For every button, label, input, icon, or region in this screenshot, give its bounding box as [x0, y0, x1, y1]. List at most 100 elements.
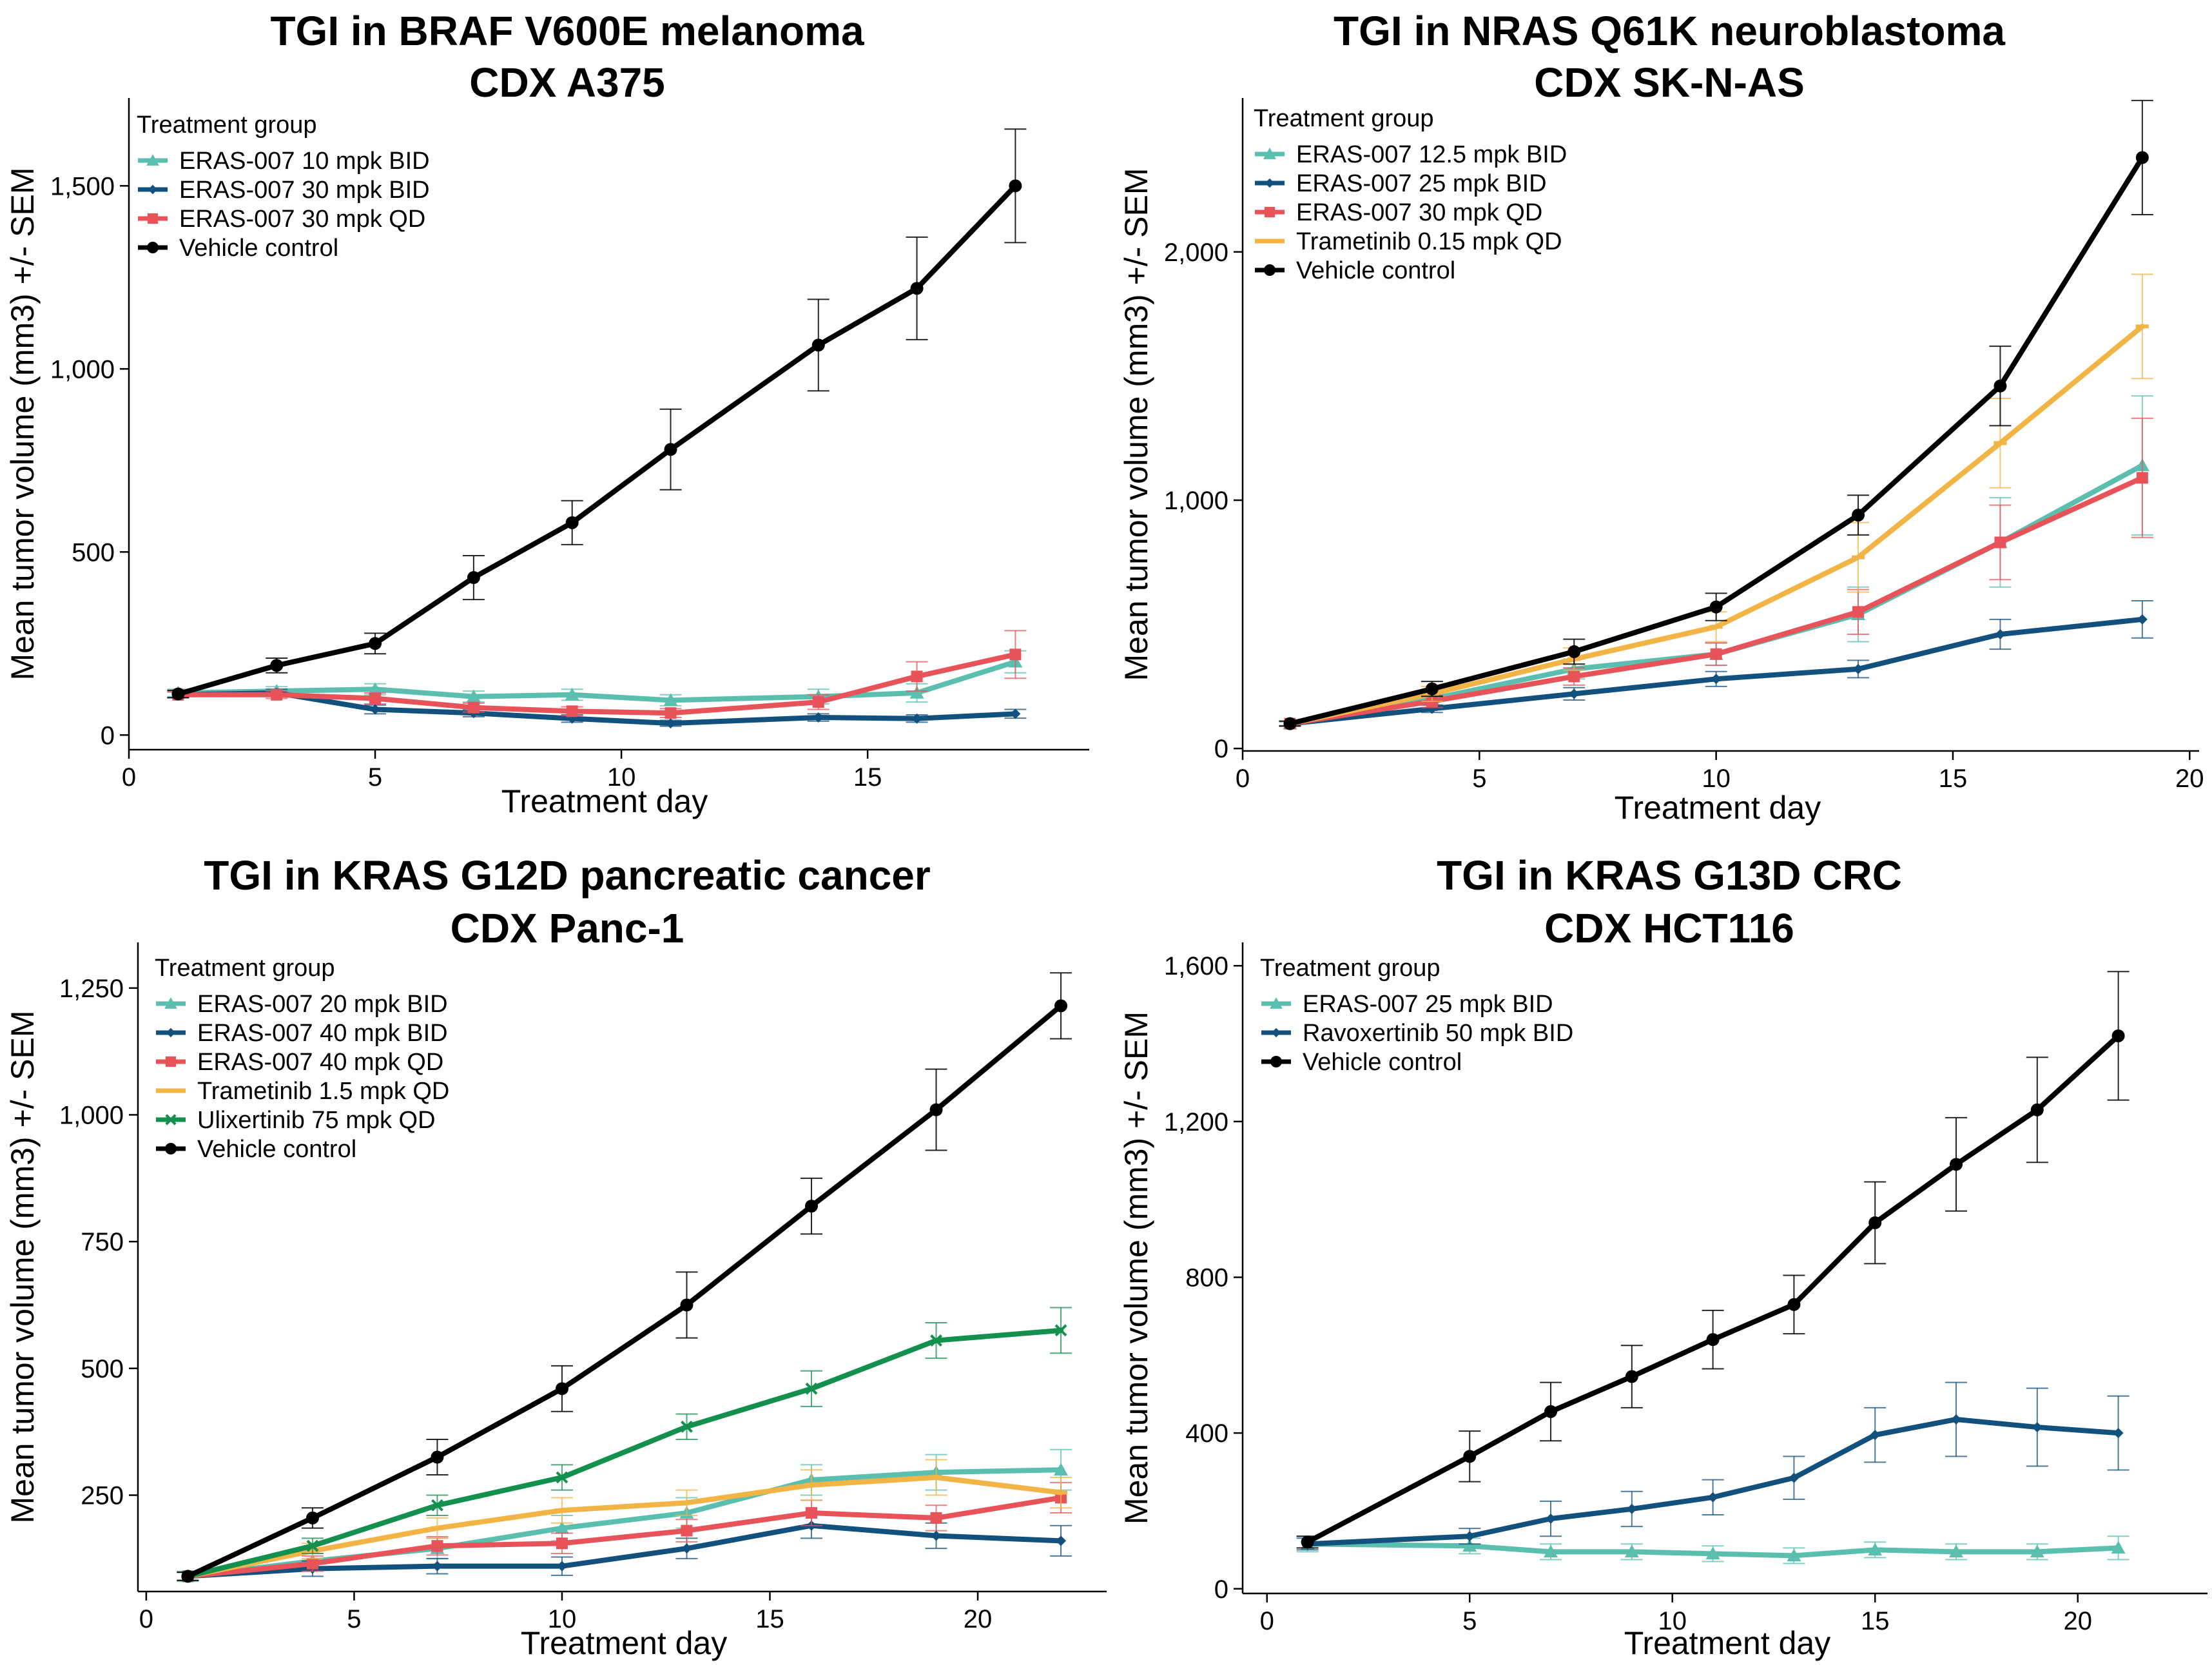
- data-point: [2111, 1029, 2125, 1042]
- legend-label: ERAS-007 20 mpk BID: [197, 991, 448, 1018]
- data-point: [1951, 1414, 1962, 1425]
- data-point: [1789, 1472, 1800, 1483]
- y-tick-label: 0: [101, 721, 115, 750]
- data-point: [369, 692, 382, 705]
- legend-label: ERAS-007 30 mpk BID: [179, 177, 430, 204]
- data-point: [909, 685, 924, 699]
- data-point: [467, 701, 480, 714]
- x-tick-label: 20: [2063, 1607, 2092, 1635]
- data-point-b: [306, 1539, 319, 1552]
- data-point: [1853, 663, 1864, 674]
- series-line: [1305, 1541, 2121, 1559]
- data-point: [566, 705, 578, 717]
- chart-subtitle: CDX HCT116: [1544, 905, 1794, 951]
- panel-hct116: TGI in KRAS G13D CRC CDX HCT116 0 5 10 15 20 0 4…: [1118, 852, 2207, 1661]
- x-tick-label: 0: [1236, 764, 1250, 793]
- data-point: [431, 1540, 443, 1552]
- data-point: [930, 1334, 942, 1347]
- data-point: [930, 1512, 942, 1524]
- data-point: [1625, 1370, 1638, 1383]
- data-point: [681, 1524, 693, 1537]
- x-tick-label: 0: [139, 1605, 153, 1633]
- legend-item: ERAS-007 30 mpk QD: [1255, 199, 1542, 226]
- data-point: [2113, 1428, 2124, 1439]
- legend-label: Ravoxertinib 50 mpk BID: [1303, 1020, 1573, 1047]
- data-point: [368, 682, 383, 696]
- data-point: [2137, 614, 2148, 625]
- legend-swatch-marker: [165, 1056, 177, 1067]
- y-tick-label: 1,000: [50, 355, 115, 384]
- data-point: [1852, 606, 1865, 618]
- legend-swatch-marker: [1264, 264, 1276, 276]
- legend-label: Vehicle control: [197, 1136, 356, 1163]
- legend-label: Vehicle control: [179, 235, 338, 262]
- data-point: [2030, 1103, 2044, 1116]
- data-point: [1009, 648, 1022, 661]
- x-tick-label: 10: [548, 1605, 577, 1633]
- data-point: [1852, 509, 1865, 522]
- data-point: [1301, 1535, 1314, 1549]
- data-point: [1568, 670, 1580, 683]
- legend: Treatment group ERAS-007 25 mpk BIDRavoxe…: [1260, 955, 1573, 1076]
- legend-item: Trametinib 0.15 mpk QD: [1255, 228, 1562, 255]
- data-point: [1994, 379, 2007, 393]
- legend-swatch-marker: [1271, 1027, 1281, 1038]
- data-point: [1425, 682, 1439, 696]
- data-point: [1949, 1544, 1964, 1558]
- y-tick-label: 2,000: [1164, 239, 1228, 267]
- data-point: [432, 1561, 443, 1572]
- data-point: [181, 1570, 195, 1583]
- data-point: [681, 1543, 692, 1554]
- legend-item: ERAS-007 20 mpk BID: [156, 991, 448, 1018]
- x-tick-label: 0: [1260, 1607, 1274, 1635]
- legend-item: Ravoxertinib 50 mpk BID: [1261, 1020, 1573, 1047]
- series-vehicle-control: [167, 128, 1027, 701]
- legend-label: ERAS-007 10 mpk BID: [179, 148, 430, 175]
- data-point-b: [431, 1499, 443, 1512]
- data-point: [2136, 472, 2148, 484]
- x-tick-label: 5: [347, 1605, 361, 1633]
- legend-label: Vehicle control: [1303, 1049, 1462, 1076]
- data-point: [663, 693, 678, 706]
- legend-swatch-marker: [165, 1114, 177, 1125]
- data-point: [1054, 1324, 1067, 1337]
- legend-swatch-marker: [1263, 148, 1276, 159]
- data-point: [369, 637, 382, 650]
- chart-title: TGI in BRAF V600E melanoma: [270, 8, 864, 54]
- legend-label: ERAS-007 25 mpk BID: [1296, 170, 1547, 197]
- legend-label: ERAS-007 30 mpk QD: [179, 206, 425, 233]
- legend-label: ERAS-007 25 mpk BID: [1303, 991, 1553, 1018]
- data-point: [1868, 1543, 1883, 1556]
- series-line: [1305, 1416, 2121, 1547]
- series-eras-007-25-mpk-bid: [1279, 599, 2153, 729]
- data-point: [1950, 1158, 1963, 1171]
- data-point: [1283, 717, 1297, 730]
- x-axis-label: Treatment day: [501, 783, 708, 819]
- legend-swatch-marker: [1265, 178, 1275, 188]
- data-point: [306, 1511, 319, 1524]
- data-point: [1868, 1216, 1882, 1229]
- legend-title: Treatment group: [1254, 105, 1434, 132]
- data-point: [806, 1507, 818, 1519]
- legend-item: ERAS-007 40 mpk BID: [156, 1020, 448, 1047]
- y-tick-label: 1,600: [1164, 952, 1228, 980]
- legend-swatch-marker: [146, 154, 159, 166]
- y-tick-label: 800: [1185, 1263, 1228, 1292]
- y-tick-label: 750: [81, 1228, 124, 1256]
- x-tick-label: 10: [1658, 1607, 1687, 1635]
- series-eras-007-30-mpk-qd: [167, 630, 1027, 719]
- legend-item: ERAS-007 12.5 mpk BID: [1255, 141, 1567, 168]
- y-tick-label: 400: [1185, 1419, 1228, 1448]
- data-point: [1870, 1430, 1881, 1441]
- data-point: [1569, 688, 1580, 699]
- data-point: [2111, 1541, 2126, 1554]
- legend-swatch-marker: [148, 184, 158, 195]
- data-point: [271, 688, 283, 701]
- legend-item: ERAS-007 10 mpk BID: [138, 148, 430, 175]
- series-line: [185, 1495, 1064, 1579]
- data-point: [1711, 674, 1722, 685]
- legend-swatch-marker: [1264, 206, 1276, 218]
- data-point: [270, 659, 284, 672]
- x-axis-label: Treatment day: [1624, 1625, 1831, 1661]
- data-point: [466, 689, 481, 703]
